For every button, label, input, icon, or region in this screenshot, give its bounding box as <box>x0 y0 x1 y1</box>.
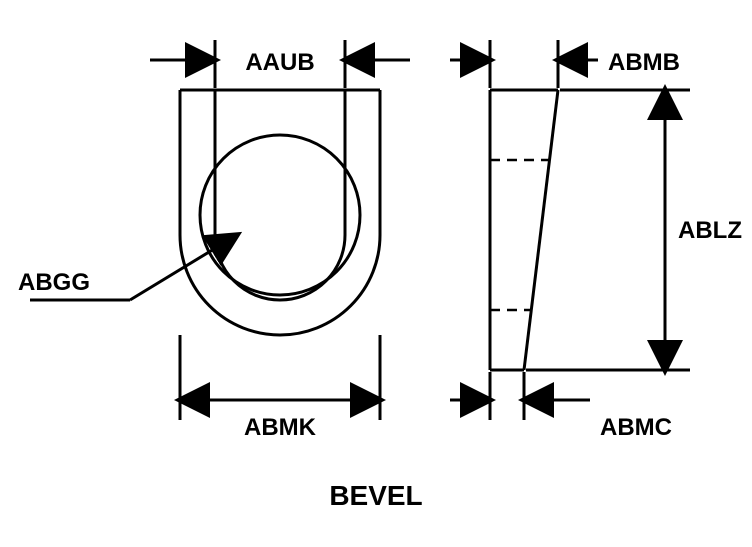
label-aaub: AAUB <box>245 49 314 76</box>
side-view <box>490 90 558 370</box>
label-abmc: ABMC <box>600 414 672 441</box>
label-abgg: ABGG <box>18 269 90 296</box>
front-view <box>180 90 380 335</box>
dim-ablz: ABLZ <box>526 90 742 370</box>
dim-abmk: ABMK <box>180 335 380 441</box>
dim-abmb: ABMB <box>450 40 680 88</box>
dim-abmc: ABMC <box>450 372 672 441</box>
diagram-title: BEVEL <box>329 480 422 511</box>
diagram-canvas: AAUB ABMK ABGG ABMB ABMC ABLZ BEVEL <box>0 0 752 542</box>
label-abmk: ABMK <box>244 414 317 441</box>
dim-aaub: AAUB <box>150 40 410 88</box>
label-ablz: ABLZ <box>678 217 742 244</box>
label-abmb: ABMB <box>608 49 680 76</box>
